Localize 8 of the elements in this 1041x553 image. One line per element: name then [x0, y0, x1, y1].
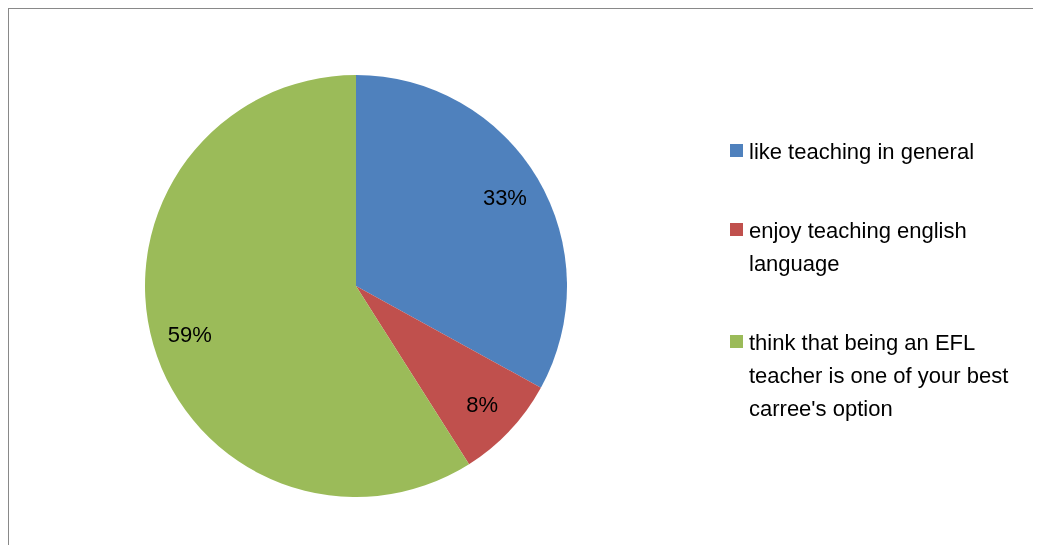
- legend-label: enjoy teaching english language: [749, 217, 967, 276]
- legend-label: like teaching in general: [749, 138, 975, 164]
- data-label: 59%: [167, 321, 212, 347]
- pie-slice: [356, 286, 541, 465]
- pie-slice: [356, 75, 567, 388]
- data-label: 33%: [482, 185, 527, 211]
- legend-label: think that being an EFL teacher is one of your best carree's option: [749, 329, 1009, 421]
- data-label: 8%: [466, 391, 499, 417]
